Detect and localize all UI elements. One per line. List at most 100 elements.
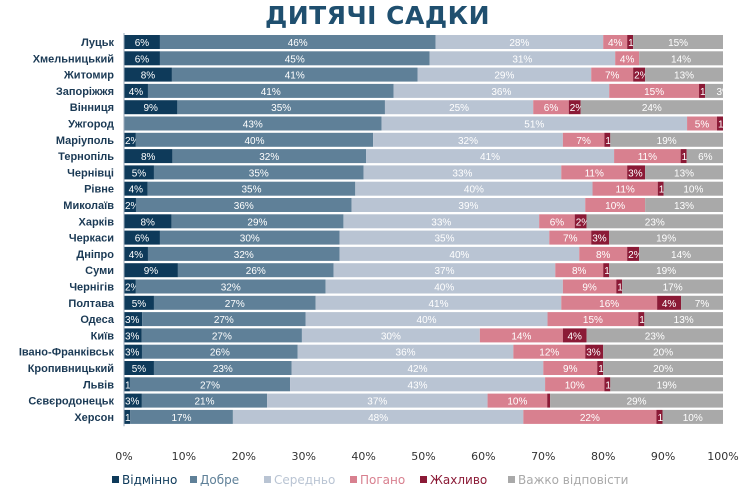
bar-segment-4 — [579, 246, 628, 261]
bar-segment-6 — [622, 279, 723, 294]
bar-segment-1 — [124, 246, 148, 261]
data-label: 23% — [645, 217, 665, 228]
legend-swatch — [112, 476, 119, 483]
bar-segment-2 — [159, 35, 436, 49]
data-label: 31% — [512, 54, 532, 65]
data-label: 32% — [259, 152, 279, 163]
data-label: 3% — [592, 234, 607, 245]
bar-segment-6 — [645, 165, 723, 180]
bar-segment-4 — [561, 295, 658, 310]
bar-segment-2 — [141, 393, 268, 408]
bar-segment-5 — [680, 149, 687, 164]
category-label: Житомир — [63, 70, 114, 82]
data-label: 6% — [135, 38, 150, 49]
bar-segment-3 — [429, 51, 616, 66]
bar-segment-4 — [513, 344, 586, 359]
data-label: 5% — [695, 120, 710, 131]
bar-segment-3 — [363, 165, 562, 180]
data-label: 10% — [683, 185, 703, 196]
bar-segment-6 — [639, 51, 723, 66]
bar-segment-1 — [124, 279, 136, 294]
bar-segment-6 — [705, 83, 723, 98]
data-label: 35% — [249, 168, 269, 179]
data-label: 14% — [671, 250, 691, 261]
bar-segment-4 — [614, 149, 681, 164]
legend-swatch — [508, 476, 515, 483]
data-label: 6% — [698, 152, 713, 163]
bar-segment-6 — [633, 35, 723, 49]
bar-segment-5 — [604, 132, 611, 147]
data-label: 41% — [480, 152, 500, 163]
bar-segment-2 — [159, 51, 430, 66]
legend-swatch — [264, 476, 271, 483]
bar-segment-6 — [686, 149, 723, 164]
bar-segment-1 — [124, 83, 148, 98]
category-label: Вінниця — [70, 102, 114, 114]
bar-segment-3 — [381, 116, 688, 131]
bar-segment-6 — [644, 312, 723, 327]
bar-segment-5 — [574, 214, 587, 229]
data-label: 4% — [129, 250, 144, 261]
bar-segment-5 — [627, 246, 640, 261]
bar-segment-4 — [615, 51, 640, 66]
bar-segment-1 — [124, 409, 131, 424]
legend-label: Погано — [360, 473, 405, 487]
bar-segment-3 — [232, 409, 524, 424]
data-label: 43% — [408, 380, 428, 391]
bar-segment-1 — [124, 214, 172, 229]
bar-segment-4 — [562, 279, 617, 294]
data-label: 11% — [585, 168, 604, 179]
bar-segment-1 — [124, 393, 142, 408]
bar-segment-4 — [543, 361, 598, 375]
category-label: Маріуполь — [56, 135, 114, 147]
data-label: 2% — [125, 136, 140, 147]
category-label: Полтава — [68, 298, 114, 310]
data-label: 2% — [570, 103, 585, 114]
bar-segment-1 — [124, 165, 154, 180]
data-label: 8% — [140, 217, 155, 228]
bar-segment-4 — [487, 393, 548, 408]
bar-segment-6 — [580, 100, 723, 115]
data-label: 7% — [605, 71, 620, 82]
bar-segment-6 — [663, 181, 723, 196]
data-label: 9% — [144, 266, 159, 277]
bar-segment-1 — [124, 263, 178, 278]
bar-segment-3 — [417, 67, 592, 82]
bar-segment-3 — [301, 328, 480, 343]
data-label: 3% — [125, 331, 140, 342]
data-label: 42% — [408, 364, 428, 375]
data-label: 36% — [396, 348, 416, 359]
bar-segment-1 — [124, 198, 136, 212]
data-label: 6% — [135, 54, 150, 65]
data-label: 25% — [449, 103, 469, 114]
data-label: 8% — [596, 250, 611, 261]
data-label: 13% — [674, 71, 694, 82]
data-label: 5% — [132, 299, 147, 310]
bar-segment-4 — [549, 230, 592, 245]
data-label: 40% — [434, 283, 454, 294]
data-label: 20% — [653, 364, 673, 375]
bar-segment-4 — [687, 116, 718, 131]
data-label: 2% — [576, 217, 591, 228]
bar-segment-6 — [603, 361, 723, 375]
category-label: Суми — [85, 265, 114, 277]
data-label: 3% — [125, 348, 140, 359]
data-label: 20% — [653, 348, 673, 359]
data-label: 35% — [434, 234, 454, 245]
data-label: 28% — [509, 38, 529, 49]
x-tick-label: 70% — [531, 450, 555, 463]
data-label: 27% — [214, 315, 234, 326]
data-label: 26% — [210, 348, 230, 359]
data-label: 29% — [247, 217, 267, 228]
data-label: 24% — [642, 103, 662, 114]
bar-segment-3 — [297, 344, 514, 359]
data-label: 9% — [582, 283, 597, 294]
data-label: 2% — [125, 283, 140, 294]
chart-title: ДИТЯЧІ САДКИ — [264, 1, 491, 30]
bar-segment-1 — [124, 312, 143, 327]
bar-segment-4 — [479, 328, 563, 343]
x-tick-label: 80% — [591, 450, 615, 463]
data-label: 2% — [125, 201, 140, 212]
data-label: 7% — [576, 136, 591, 147]
bar-segment-2 — [124, 116, 382, 131]
